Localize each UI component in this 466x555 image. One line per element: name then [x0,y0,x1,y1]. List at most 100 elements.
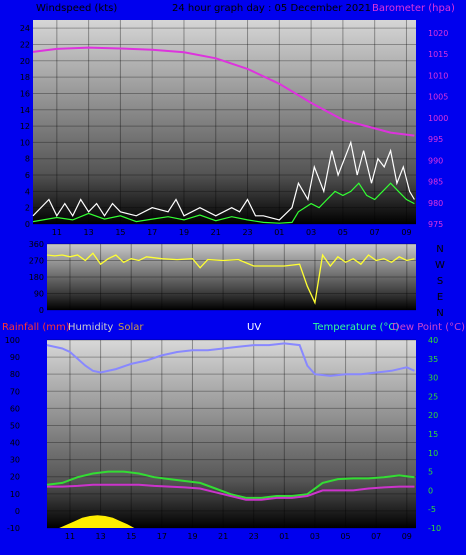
y-tick-temperature: 25 [428,392,438,401]
y-tick-temperature: 40 [428,336,438,345]
y-tick-humidity: 100 [5,336,20,345]
direction-line [46,252,415,305]
y-tick-wind: 0 [25,220,30,229]
x-tick-label: 15 [115,228,125,237]
y-tick-wind: 4 [25,187,30,196]
x-tick-label: 03 [306,228,316,237]
y-tick-temperature: 0 [428,486,433,495]
x-tick-label: 13 [95,532,105,541]
x-tick-label: 09 [402,532,412,541]
x-tick-label: 11 [65,532,75,541]
x-tick-label: 01 [279,532,289,541]
plot-area-2 [47,244,416,310]
y-tick-temperature: 20 [428,411,438,420]
rainfall-label: Rainfall (mm) [2,322,70,333]
y-tick-direction: 360 [29,240,44,249]
y-tick-direction: 270 [29,257,44,266]
y-tick-humidity: 0 [15,507,20,516]
x-tick-label: 03 [310,532,320,541]
x-tick-label: 23 [249,532,259,541]
y-tick-wind: 22 [20,40,30,49]
y-tick-humidity: -10 [7,524,20,533]
y-tick-temperature: 10 [428,449,438,458]
y-tick-wind: 6 [25,171,30,180]
y-tick-barometer: 1000 [428,114,448,123]
y-tick-barometer: 1005 [428,93,448,102]
barometer-line [32,46,415,137]
compass-label: E [437,292,443,303]
y-tick-barometer: 990 [428,156,443,165]
y-tick-humidity: 10 [10,490,20,499]
y-tick-humidity: 20 [10,473,20,482]
compass-label: S [437,276,443,287]
x-tick-label: 01 [274,228,284,237]
x-tick-label: 05 [340,532,350,541]
y-tick-humidity: 40 [10,439,20,448]
y-tick-temperature: -10 [428,524,441,533]
uv-label: UV [247,322,261,333]
x-tick-label: 07 [370,228,380,237]
x-tick-label: 17 [147,228,157,237]
x-tick-label: 19 [187,532,197,541]
y-tick-temperature: 35 [428,355,438,364]
temperature-line [46,470,415,499]
y-tick-direction: 90 [34,290,44,299]
y-tick-wind: 10 [20,138,30,147]
humidity-label: Humidity [68,322,113,333]
wind-average-line [32,182,415,224]
plot-area-3 [47,340,416,528]
temperature-label: Temperature (°C) [312,322,399,333]
y-tick-humidity: 80 [10,370,20,379]
y-tick-barometer: 1015 [428,50,448,59]
y-tick-barometer: 975 [428,220,443,229]
windspeed-label: Windspeed (kts) [36,3,117,14]
y-tick-wind: 18 [20,73,30,82]
y-tick-temperature: -5 [428,505,436,514]
x-tick-label: 09 [401,228,411,237]
solar-area [59,515,135,528]
y-tick-direction: 180 [29,273,44,282]
y-tick-wind: 16 [20,89,30,98]
barometer-label: Barometer (hpa) [372,3,455,14]
y-tick-barometer: 985 [428,178,443,187]
y-tick-temperature: 30 [428,374,438,383]
x-tick-label: 23 [242,228,252,237]
x-tick-label: 11 [52,228,62,237]
y-tick-wind: 24 [20,24,30,33]
graph-title: 24 hour graph day : 05 December 2021 [172,3,371,14]
y-tick-wind: 12 [20,122,30,131]
dew-point-line [47,483,415,501]
y-tick-humidity: 50 [10,421,20,430]
x-tick-label: 21 [211,228,221,237]
plot-area-1 [33,20,416,224]
x-tick-label: 07 [371,532,381,541]
x-tick-label: 15 [126,532,136,541]
y-tick-humidity: 30 [10,456,20,465]
y-tick-temperature: 5 [428,468,433,477]
x-tick-label: 05 [338,228,348,237]
y-tick-wind: 2 [25,204,30,213]
y-tick-barometer: 995 [428,135,443,144]
y-tick-wind: 20 [20,57,30,66]
y-tick-humidity: 90 [10,353,20,362]
wind-gust-line [32,140,415,221]
y-tick-humidity: 60 [10,404,20,413]
dewpoint-label: Dew Point (°C) [392,322,465,333]
x-tick-label: 21 [218,532,228,541]
compass-label: N [436,308,443,319]
compass-label: N [436,244,443,255]
x-tick-label: 13 [84,228,94,237]
x-tick-label: 19 [179,228,189,237]
y-tick-temperature: 15 [428,430,438,439]
y-tick-barometer: 1020 [428,29,448,38]
x-tick-label: 17 [157,532,167,541]
y-tick-wind: 14 [20,106,30,115]
y-tick-direction: 0 [39,306,44,315]
y-tick-barometer: 1010 [428,71,448,80]
humidity-line [46,342,415,377]
solar-label: Solar [118,322,144,333]
compass-label: W [435,260,445,271]
y-tick-humidity: 70 [10,387,20,396]
